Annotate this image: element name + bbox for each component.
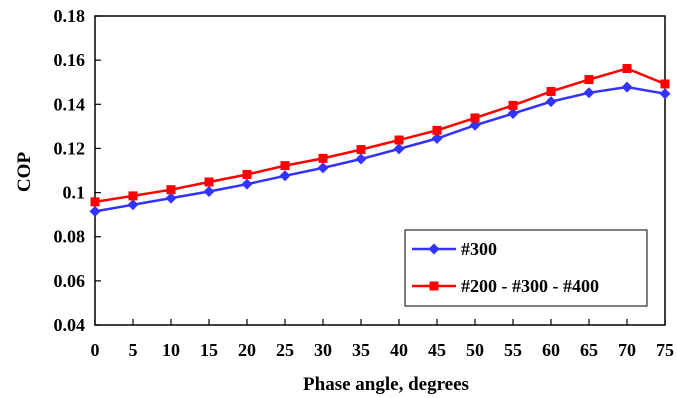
legend-label: #300 xyxy=(461,239,497,259)
legend-marker xyxy=(429,281,439,291)
y-axis-ticks: 0.04 0.06 0.08 0.1 0.12 0.14 0.16 0.18 xyxy=(54,6,101,335)
data-point xyxy=(279,170,291,182)
y-tick-label: 0.1 xyxy=(63,183,86,203)
data-point xyxy=(508,100,518,110)
data-point xyxy=(203,185,215,197)
y-tick-label: 0.18 xyxy=(54,6,86,26)
x-tick-label: 10 xyxy=(162,340,180,360)
data-point xyxy=(431,132,443,144)
x-tick-label: 55 xyxy=(504,340,522,360)
data-point xyxy=(432,125,442,135)
data-point xyxy=(356,145,366,155)
data-point xyxy=(128,191,138,201)
x-tick-label: 60 xyxy=(542,340,560,360)
data-point xyxy=(280,161,290,171)
data-point xyxy=(659,88,671,100)
legend-box xyxy=(404,229,648,307)
data-point xyxy=(317,162,329,174)
series-line xyxy=(94,85,666,213)
data-point xyxy=(469,119,481,131)
data-point xyxy=(204,177,214,187)
series-1 xyxy=(89,81,671,217)
x-tick-label: 50 xyxy=(466,340,484,360)
x-tick-label: 75 xyxy=(656,340,674,360)
x-tick-label: 30 xyxy=(314,340,332,360)
legend: #300 #200 - #300 - #400 xyxy=(404,229,648,307)
y-tick-label: 0.12 xyxy=(54,138,86,158)
series-2 xyxy=(90,64,670,207)
x-tick-label: 40 xyxy=(390,340,408,360)
y-tick-label: 0.04 xyxy=(54,315,86,335)
data-point xyxy=(394,135,404,145)
legend-marker xyxy=(428,243,440,255)
data-point xyxy=(166,185,176,195)
x-axis-label: Phase angle, degrees xyxy=(303,374,469,395)
x-tick-label: 20 xyxy=(238,340,256,360)
legend-item: #200 - #300 - #400 xyxy=(412,276,599,296)
x-tick-label: 45 xyxy=(428,340,446,360)
data-point xyxy=(621,81,633,93)
data-point xyxy=(583,87,595,99)
x-tick-label: 70 xyxy=(618,340,636,360)
data-point xyxy=(165,192,177,204)
legend-label: #200 - #300 - #400 xyxy=(461,276,599,296)
data-point xyxy=(545,96,557,108)
x-tick-label: 0 xyxy=(91,340,100,360)
data-point xyxy=(546,86,556,96)
x-tick-label: 65 xyxy=(580,340,598,360)
y-tick-label: 0.08 xyxy=(54,227,86,247)
data-point xyxy=(470,113,480,123)
y-tick-label: 0.16 xyxy=(54,50,86,70)
x-tick-label: 25 xyxy=(276,340,294,360)
data-point xyxy=(127,199,139,211)
data-point xyxy=(584,75,594,85)
data-point xyxy=(90,197,100,207)
y-tick-label: 0.06 xyxy=(54,271,86,291)
x-tick-label: 5 xyxy=(129,340,138,360)
x-tick-label: 15 xyxy=(200,340,218,360)
data-point xyxy=(89,205,101,217)
data-point xyxy=(241,178,253,190)
data-point xyxy=(622,64,632,74)
legend-item: #300 xyxy=(412,239,497,259)
series-line xyxy=(94,67,666,204)
data-point xyxy=(393,143,405,155)
data-point xyxy=(660,79,670,89)
series-layer xyxy=(89,64,671,217)
x-tick-label: 35 xyxy=(352,340,370,360)
y-tick-label: 0.14 xyxy=(54,94,86,114)
data-point xyxy=(242,169,252,179)
data-point xyxy=(318,153,328,163)
data-point xyxy=(507,108,519,120)
data-point xyxy=(355,153,367,165)
y-axis-label: COP xyxy=(14,152,35,193)
x-axis-ticks: 0 5 10 15 20 25 30 35 40 45 50 55 60 65 70 75 xyxy=(91,319,674,360)
